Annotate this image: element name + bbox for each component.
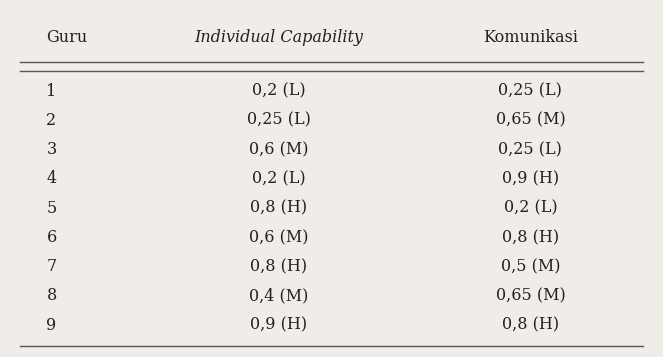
Text: 3: 3 <box>46 141 56 158</box>
Text: 0,6 (M): 0,6 (M) <box>249 229 308 246</box>
Text: 0,25 (L): 0,25 (L) <box>499 82 562 100</box>
Text: 8: 8 <box>46 287 56 305</box>
Text: 0,8 (H): 0,8 (H) <box>502 229 559 246</box>
Text: 0,6 (M): 0,6 (M) <box>249 141 308 158</box>
Text: 0,5 (M): 0,5 (M) <box>501 258 560 275</box>
Text: 0,8 (H): 0,8 (H) <box>502 317 559 334</box>
Text: 0,25 (L): 0,25 (L) <box>499 141 562 158</box>
Text: 0,9 (H): 0,9 (H) <box>502 170 559 187</box>
Text: 1: 1 <box>46 82 56 100</box>
Text: 0,2 (L): 0,2 (L) <box>252 82 305 100</box>
Text: 0,8 (H): 0,8 (H) <box>250 258 307 275</box>
Text: 0,65 (M): 0,65 (M) <box>495 287 566 305</box>
Text: 0,2 (L): 0,2 (L) <box>252 170 305 187</box>
Text: 6: 6 <box>46 229 56 246</box>
Text: Guru: Guru <box>46 29 88 46</box>
Text: 2: 2 <box>46 112 56 129</box>
Text: 0,4 (M): 0,4 (M) <box>249 287 308 305</box>
Text: Individual Capability: Individual Capability <box>194 29 363 46</box>
Text: 0,9 (H): 0,9 (H) <box>250 317 307 334</box>
Text: 0,2 (L): 0,2 (L) <box>504 200 557 217</box>
Text: 7: 7 <box>46 258 56 275</box>
Text: 4: 4 <box>46 170 56 187</box>
Text: 0,25 (L): 0,25 (L) <box>247 112 310 129</box>
Text: 0,65 (M): 0,65 (M) <box>495 112 566 129</box>
Text: 0,8 (H): 0,8 (H) <box>250 200 307 217</box>
Text: 9: 9 <box>46 317 56 334</box>
Text: Komunikasi: Komunikasi <box>483 29 578 46</box>
Text: 5: 5 <box>46 200 56 217</box>
